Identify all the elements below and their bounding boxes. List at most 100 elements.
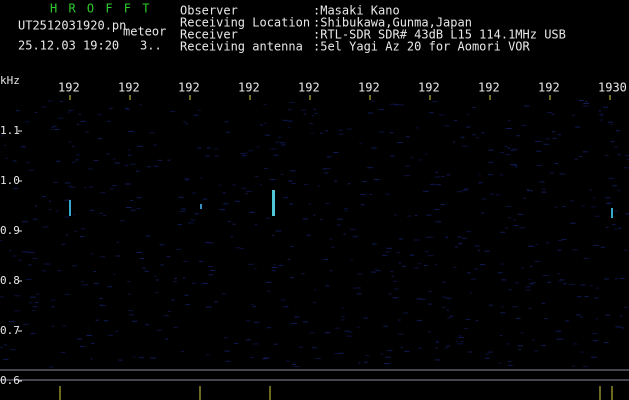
- noise-dot: [64, 293, 71, 295]
- noise-dot: [338, 129, 343, 131]
- noise-dot: [230, 236, 234, 238]
- noise-dot: [346, 335, 352, 337]
- noise-dot: [369, 194, 373, 195]
- field-value: :Masaki Kano: [313, 4, 400, 18]
- noise-dot: [603, 278, 609, 280]
- x-label: 1930: [598, 81, 627, 95]
- noise-dot: [127, 130, 134, 132]
- noise-dot: [136, 170, 140, 172]
- noise-dot: [207, 266, 213, 267]
- noise-dot: [350, 259, 353, 261]
- noise-dot: [489, 304, 493, 306]
- noise-dot: [405, 165, 410, 167]
- noise-dot: [467, 272, 471, 274]
- noise-dot: [518, 349, 522, 350]
- noise-dot: [42, 196, 47, 198]
- noise-dot: [603, 106, 609, 108]
- noise-dot: [241, 187, 247, 189]
- noise-dot: [281, 299, 286, 301]
- noise-dot: [252, 305, 256, 307]
- noise-dot: [34, 302, 39, 304]
- noise-dot: [193, 114, 199, 116]
- noise-dot: [389, 103, 396, 105]
- noise-dot: [174, 278, 177, 279]
- noise-dot: [317, 185, 321, 187]
- noise-dot: [60, 352, 66, 353]
- noise-dot: [385, 193, 390, 195]
- noise-dot: [85, 131, 89, 133]
- noise-dot: [536, 165, 542, 166]
- noise-dot: [500, 231, 506, 233]
- noise-dot: [266, 327, 272, 329]
- noise-dot: [42, 226, 49, 228]
- x-label: 192: [238, 81, 260, 95]
- noise-dot: [149, 132, 155, 134]
- noise-dot: [326, 156, 332, 158]
- noise-dot: [5, 157, 8, 159]
- noise-dot: [481, 212, 485, 214]
- noise-dot: [159, 244, 165, 246]
- noise-dot: [464, 328, 468, 329]
- noise-dot: [291, 364, 296, 365]
- noise-dot: [13, 188, 18, 189]
- noise-dot: [441, 296, 447, 298]
- noise-dot: [181, 351, 185, 352]
- noise-dot: [220, 209, 226, 211]
- noise-dot: [12, 255, 17, 257]
- noise-dot: [283, 197, 289, 199]
- noise-dot: [435, 347, 438, 349]
- noise-dot: [127, 108, 130, 110]
- noise-dot: [329, 238, 333, 240]
- noise-dot: [265, 281, 272, 283]
- noise-dot: [545, 138, 551, 140]
- noise-dot: [263, 103, 267, 105]
- noise-dot: [74, 231, 77, 233]
- noise-dot: [453, 266, 457, 268]
- noise-dot: [269, 179, 276, 180]
- noise-dot: [147, 166, 151, 168]
- noise-dot: [474, 245, 480, 247]
- noise-dot: [29, 302, 33, 304]
- noise-dot: [219, 184, 222, 186]
- noise-dot: [605, 314, 611, 316]
- noise-dot: [57, 117, 64, 119]
- noise-dot: [301, 273, 305, 275]
- noise-dot: [100, 192, 106, 194]
- noise-dot: [394, 214, 397, 216]
- noise-dot: [262, 358, 268, 360]
- x-label: 192: [58, 81, 80, 95]
- noise-dot: [358, 362, 361, 364]
- noise-dot: [282, 119, 288, 121]
- noise-dot: [373, 179, 380, 180]
- noise-dot: [603, 342, 609, 344]
- noise-dot: [468, 351, 473, 353]
- noise-dot: [598, 113, 604, 115]
- noise-dot: [53, 125, 57, 127]
- noise-dot: [248, 150, 253, 152]
- noise-dot: [20, 146, 26, 148]
- noise-dot: [589, 189, 592, 191]
- noise-dot: [264, 168, 268, 169]
- noise-dot: [541, 191, 547, 193]
- noise-dot: [561, 239, 567, 241]
- noise-dot: [383, 325, 388, 327]
- noise-dot: [26, 162, 30, 164]
- noise-dot: [469, 292, 473, 294]
- field-label: Receiver: [180, 28, 238, 42]
- noise-dot: [478, 182, 483, 184]
- noise-dot: [466, 126, 471, 128]
- noise-dot: [572, 249, 578, 251]
- noise-dot: [329, 270, 333, 272]
- noise-dot: [28, 169, 34, 171]
- noise-dot: [428, 331, 431, 333]
- noise-dot: [435, 171, 439, 173]
- noise-dot: [12, 160, 17, 162]
- noise-dot: [467, 114, 470, 116]
- noise-dot: [315, 358, 321, 359]
- noise-dot: [531, 282, 537, 284]
- noise-dot: [534, 260, 541, 262]
- noise-dot: [197, 147, 202, 149]
- noise-dot: [613, 210, 618, 212]
- noise-dot: [396, 252, 401, 254]
- noise-dot: [363, 317, 368, 319]
